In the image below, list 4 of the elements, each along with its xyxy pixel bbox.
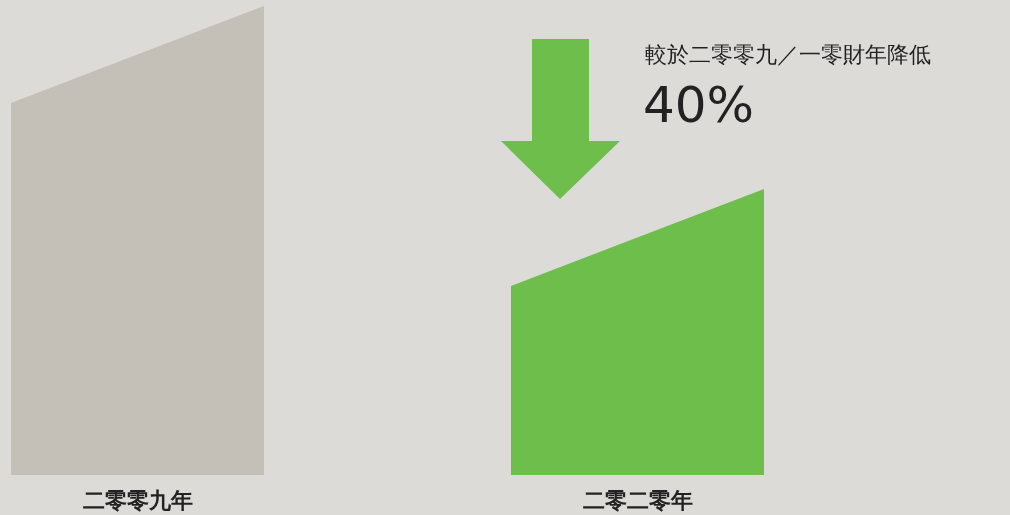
annotation: 較於二零零九／一零財年降低 [645, 42, 931, 67]
x-tick-label: 二零零九年 [82, 488, 193, 513]
annotation: 40% [643, 76, 755, 134]
x-tick-label: 二零二零年 [582, 488, 693, 513]
